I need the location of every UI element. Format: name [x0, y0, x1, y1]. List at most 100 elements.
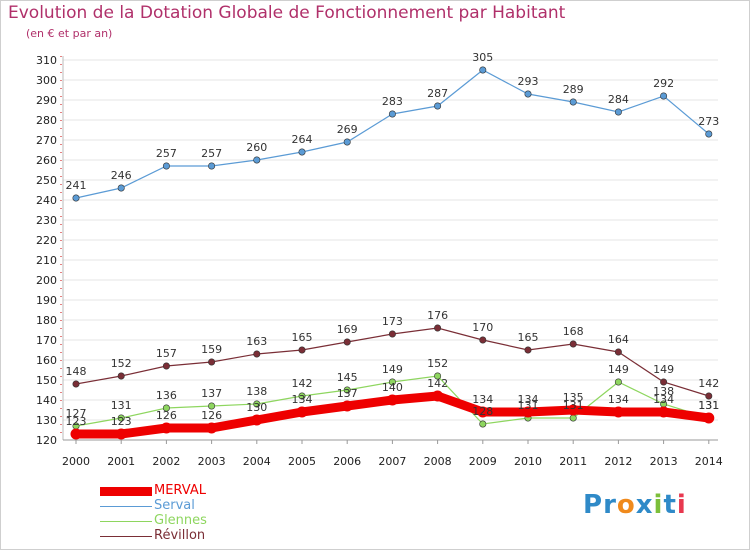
y-tick-label: 260: [36, 154, 57, 167]
proxiti-logo: Proxiti: [583, 490, 687, 520]
data-label-merval: 140: [382, 381, 403, 394]
data-label-merval: 134: [608, 393, 629, 406]
y-tick-label: 270: [36, 134, 57, 147]
legend-swatch-glennes: [100, 521, 152, 522]
data-point-glennes: [569, 414, 577, 422]
data-label-serval: 260: [246, 141, 267, 154]
data-label-glennes: 131: [563, 399, 584, 412]
y-tick-label: 120: [36, 434, 57, 447]
legend-swatch-serval: [100, 506, 152, 507]
data-point-merval: [70, 428, 82, 440]
y-tick-label: 140: [36, 394, 57, 407]
data-label-glennes: 127: [66, 407, 87, 420]
data-point-merval: [251, 414, 263, 426]
data-label-serval: 283: [382, 95, 403, 108]
data-point-merval: [477, 406, 489, 418]
data-point-merval: [115, 428, 127, 440]
data-point-rvillon: [298, 346, 306, 354]
data-label-serval: 257: [156, 147, 177, 160]
data-label-rvillon: 170: [472, 321, 493, 334]
data-point-merval: [160, 422, 172, 434]
data-point-merval: [296, 406, 308, 418]
data-label-serval: 241: [66, 179, 87, 192]
data-label-rvillon: 164: [608, 333, 629, 346]
data-point-rvillon: [253, 350, 261, 358]
data-point-rvillon: [705, 392, 713, 400]
data-point-glennes: [388, 378, 396, 386]
y-tick-label: 130: [36, 414, 57, 427]
data-point-merval: [206, 422, 218, 434]
data-label-glennes: 131: [111, 399, 132, 412]
data-point-merval: [567, 404, 579, 416]
x-tick-label: 2007: [378, 455, 406, 468]
data-label-serval: 273: [698, 115, 719, 128]
data-point-rvillon: [343, 338, 351, 346]
data-label-glennes: 137: [201, 387, 222, 400]
data-label-rvillon: 148: [66, 365, 87, 378]
data-label-merval: 123: [66, 415, 87, 428]
data-point-rvillon: [208, 358, 216, 366]
data-label-glennes: 149: [608, 363, 629, 376]
data-point-rvillon: [614, 348, 622, 356]
data-point-serval: [524, 90, 532, 98]
data-point-glennes: [434, 372, 442, 380]
data-point-rvillon: [117, 372, 125, 380]
data-label-serval: 292: [653, 77, 674, 90]
series-line-serval: [75, 69, 710, 199]
x-tick-label: 2003: [198, 455, 226, 468]
x-tick-label: 2011: [559, 455, 587, 468]
data-label-glennes: 128: [472, 405, 493, 418]
x-tick-label: 2013: [650, 455, 678, 468]
logo-letter: r: [603, 490, 617, 520]
logo-letter: o: [616, 490, 636, 520]
data-label-glennes: 138: [653, 385, 674, 398]
y-tick-label: 310: [36, 54, 57, 67]
legend-label-serval: Serval: [154, 498, 195, 513]
data-label-merval: 142: [427, 377, 448, 390]
x-tick-label: 2012: [604, 455, 632, 468]
data-point-serval: [343, 138, 351, 146]
data-point-rvillon: [660, 378, 668, 386]
data-point-merval: [703, 412, 715, 424]
data-label-merval: 130: [246, 401, 267, 414]
x-tick-label: 2006: [333, 455, 361, 468]
data-point-serval: [162, 162, 170, 170]
y-tick-label: 290: [36, 94, 57, 107]
data-point-glennes: [162, 404, 170, 412]
data-point-rvillon: [524, 346, 532, 354]
data-label-merval: 134: [653, 393, 674, 406]
y-tick-label: 240: [36, 194, 57, 207]
data-label-glennes: 138: [246, 385, 267, 398]
logo-letter: i: [653, 490, 664, 520]
data-point-merval: [432, 390, 444, 402]
data-label-merval: 126: [201, 409, 222, 422]
data-label-rvillon: 165: [518, 331, 539, 344]
data-point-glennes: [208, 402, 216, 410]
data-point-glennes: [479, 420, 487, 428]
data-point-serval: [72, 194, 80, 202]
x-tick-label: 2004: [243, 455, 271, 468]
x-tick-label: 2009: [469, 455, 497, 468]
data-point-rvillon: [388, 330, 396, 338]
data-point-merval: [658, 406, 670, 418]
data-label-rvillon: 173: [382, 315, 403, 328]
data-label-rvillon: 176: [427, 309, 448, 322]
data-point-rvillon: [434, 324, 442, 332]
y-tick-label: 190: [36, 294, 57, 307]
y-tick-label: 200: [36, 274, 57, 287]
data-label-rvillon: 168: [563, 325, 584, 338]
data-label-glennes: 131: [518, 399, 539, 412]
data-label-serval: 257: [201, 147, 222, 160]
data-point-serval: [660, 92, 668, 100]
y-tick-label: 210: [36, 254, 57, 267]
data-label-rvillon: 152: [111, 357, 132, 370]
data-point-rvillon: [479, 336, 487, 344]
data-label-serval: 289: [563, 83, 584, 96]
data-label-glennes: 152: [427, 357, 448, 370]
legend-swatch-merval: [100, 487, 152, 496]
data-point-serval: [117, 184, 125, 192]
y-tick-label: 280: [36, 114, 57, 127]
data-label-serval: 264: [292, 133, 313, 146]
data-label-merval: 134: [292, 393, 313, 406]
